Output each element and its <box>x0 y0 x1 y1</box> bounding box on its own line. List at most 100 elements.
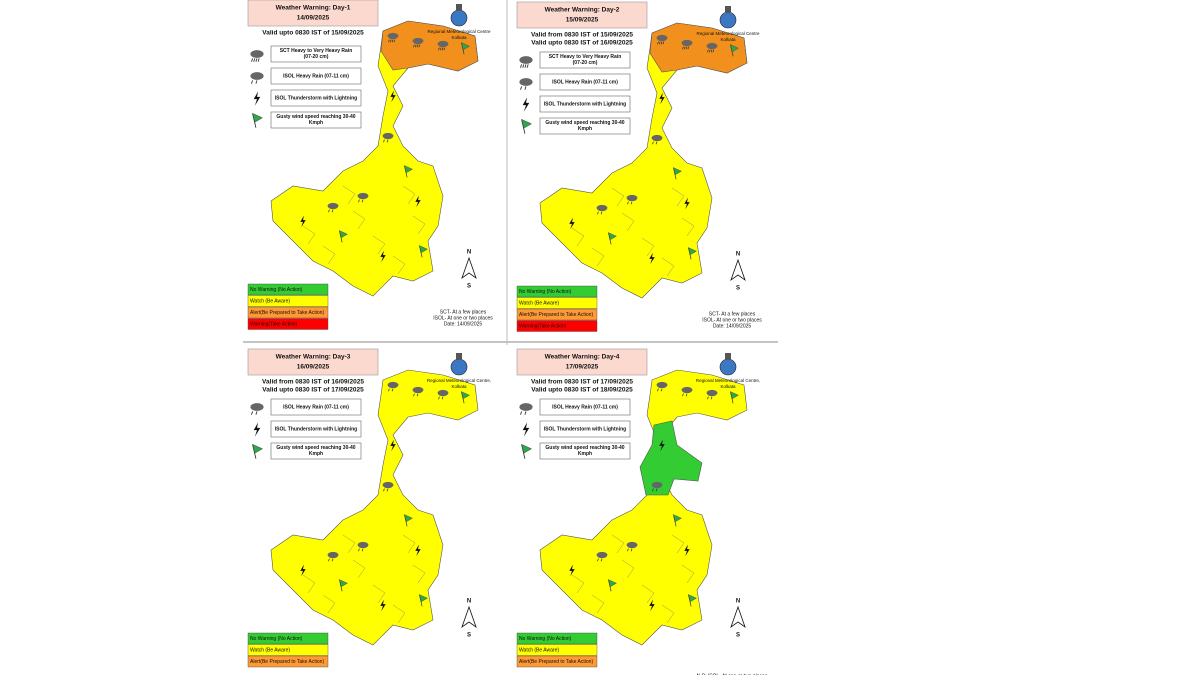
rain-drop <box>627 548 629 552</box>
hazard-icon <box>250 403 264 415</box>
level-label: Alert(Be Prepared to Take Action) <box>250 310 324 316</box>
district-border <box>342 534 356 554</box>
hazard-label: Gusty wind speed reaching 30-40 Kmph <box>545 120 624 132</box>
hazard-label: SCT Heavy to Very Heavy Rain (07-20 cm) <box>549 54 622 66</box>
district-border <box>302 225 316 245</box>
hazard-icon <box>626 194 638 205</box>
hazard-icon <box>404 165 413 178</box>
lightning <box>649 252 655 265</box>
validity: Valid upto 0830 IST of 18/09/2025 <box>531 387 633 394</box>
centre-name: Regional Meteorological Centre, <box>696 378 760 383</box>
rain-drop <box>660 41 663 45</box>
level-label: Watch (Be Aware) <box>519 300 559 306</box>
hazard-icon <box>626 541 638 552</box>
level-swatch <box>516 655 598 668</box>
cloud <box>626 194 638 202</box>
hazard-box <box>270 67 362 85</box>
hazard-box <box>270 420 362 438</box>
level-swatch <box>516 320 598 332</box>
hazard-icon <box>387 32 399 43</box>
level-swatch <box>247 306 329 319</box>
level-label: No Warning (No Action) <box>250 287 303 293</box>
hazard-icon <box>688 594 697 607</box>
emblem-top <box>725 353 731 360</box>
compass-label: N <box>467 599 471 605</box>
rain-drop <box>655 141 658 145</box>
cloud <box>250 50 264 58</box>
hazard-icon <box>461 42 470 55</box>
hazard-icon <box>380 599 386 612</box>
hazard-icon <box>569 564 575 577</box>
level-label: Warning(Take Action) <box>519 323 567 329</box>
cloud <box>681 386 693 394</box>
rain-drop <box>520 86 523 90</box>
lightning <box>380 250 386 263</box>
hazard-icon <box>730 391 739 404</box>
hazard-label: Gusty wind speed reaching 30-40 Kmph <box>276 445 355 457</box>
rain-drop <box>683 46 686 50</box>
cloud <box>412 386 424 394</box>
wind-flag <box>404 165 413 174</box>
cloud <box>357 192 369 200</box>
centre-name: Kolkata <box>451 384 467 389</box>
hazard-icon <box>339 230 348 243</box>
rain-drop <box>438 47 440 51</box>
note: SCT- At a few places <box>709 311 756 317</box>
hazard-icon <box>706 42 718 53</box>
hazard-label: ISOL Heavy Rain (07-11 cm) <box>283 73 349 79</box>
compass-label: S <box>736 633 740 639</box>
rain-drop <box>655 488 658 492</box>
hazard-label: ISOL Thunderstorm with Lightning <box>275 95 357 101</box>
rain-drop <box>710 396 713 400</box>
hazard-icon <box>684 197 690 210</box>
hazard-icon <box>519 78 533 90</box>
district-border <box>621 212 635 232</box>
title-box <box>247 0 379 27</box>
district-border <box>661 604 675 624</box>
lightning <box>380 599 386 612</box>
rain-drop <box>361 548 364 552</box>
hazard-icon <box>656 34 668 45</box>
panel-title: Weather Warning: Day-4 <box>545 354 620 361</box>
hazard-box <box>539 117 631 135</box>
hazard-box <box>270 442 362 460</box>
centre-name: Regional Meteorological Centre <box>427 29 491 34</box>
hazard-icon <box>706 389 718 400</box>
hazard-icon <box>252 113 263 128</box>
rain-drop <box>414 44 417 48</box>
hazard-line: Kmph <box>309 451 323 457</box>
cloud <box>656 34 668 42</box>
district-border <box>611 187 625 207</box>
hazard-icon <box>461 391 470 404</box>
district-border <box>641 584 655 604</box>
wind-flag <box>461 391 470 400</box>
compass-label: S <box>467 284 471 290</box>
district-border <box>342 185 356 205</box>
hazard-box <box>539 398 631 416</box>
hazard-icon <box>412 37 424 48</box>
hazard-icon <box>415 544 421 557</box>
hazard-line: Gusty wind speed reaching 30-40 <box>276 114 355 120</box>
hazard-box <box>270 89 362 107</box>
district-border <box>571 227 585 247</box>
wind-flag <box>673 167 682 176</box>
compass-arrow <box>461 605 477 629</box>
level-swatch <box>247 318 329 330</box>
validity: Valid from 0830 IST of 15/09/2025 <box>531 32 633 39</box>
rain-drop <box>597 558 599 562</box>
hazard-icon <box>649 252 655 265</box>
cloud <box>382 481 394 489</box>
hazard-icon <box>659 92 665 105</box>
rain-drop <box>386 139 389 143</box>
warning-panel: Weather Warning: Day-1 14/09/2025 Valid up… <box>243 0 500 336</box>
district-border <box>671 187 685 207</box>
hazard-icon <box>250 72 264 84</box>
state-map <box>270 369 479 646</box>
rain-drop <box>600 211 603 215</box>
hazard-icon <box>357 192 369 203</box>
wind-flag <box>608 232 617 241</box>
rain-drop <box>685 46 688 50</box>
cloud <box>651 481 663 489</box>
rain-drop <box>393 39 396 43</box>
level-label: No Warning (No Action) <box>250 636 303 642</box>
